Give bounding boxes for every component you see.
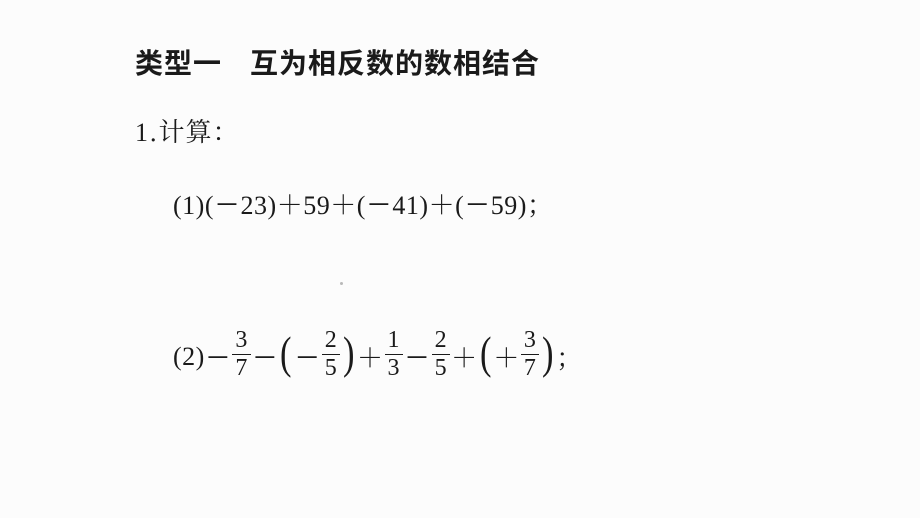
fraction: 25 (322, 328, 341, 381)
decorative-dot (340, 282, 343, 285)
right-paren-icon: ) (542, 330, 554, 376)
left-paren-icon: ( (280, 330, 292, 376)
fraction: 25 (432, 328, 451, 381)
left-paren-icon: ( (480, 330, 492, 376)
heading-title: 互为相反数的数相结合 (250, 42, 540, 82)
expression-2: (2) － 37 － ( － 25 ) ＋ 13 － 25 ＋ ( ＋ 37 )… (135, 330, 583, 383)
expression-1: (1)(－23)＋59＋(－41)＋(－59)； (135, 185, 860, 222)
problem-colon: ： (213, 112, 240, 149)
fraction: 37 (232, 328, 251, 381)
problem-number: 1 (135, 118, 149, 147)
problem-verb: 计算 (159, 112, 213, 149)
part2-label: (2) (173, 342, 205, 372)
fraction: 13 (385, 328, 404, 381)
page: 类型一互为相反数的数相结合 1.计算： (1)(－23)＋59＋(－41)＋(－… (0, 0, 920, 518)
part1-label: (1) (173, 191, 205, 220)
right-paren-icon: ) (343, 330, 355, 376)
heading-type-label: 类型一 (135, 42, 222, 82)
fraction: 37 (521, 328, 540, 381)
problem-lead: 1.计算： (135, 112, 860, 149)
section-heading: 类型一互为相反数的数相结合 (135, 42, 860, 82)
